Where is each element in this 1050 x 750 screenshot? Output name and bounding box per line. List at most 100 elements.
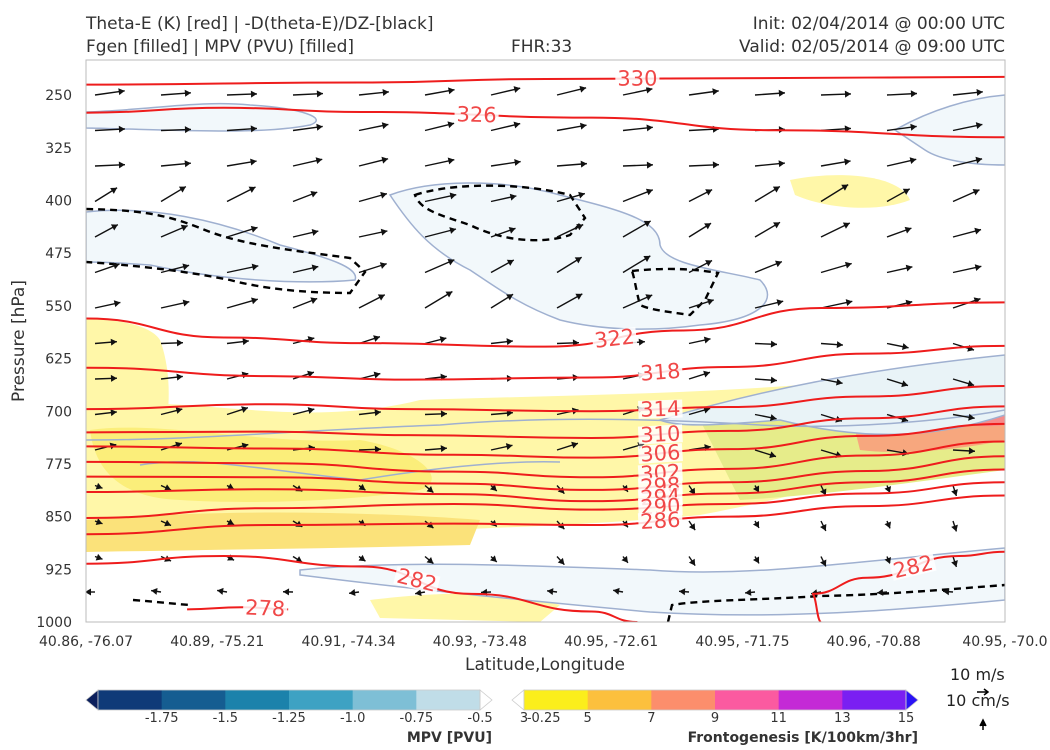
wind-vector-head [968, 413, 975, 421]
wind-vector-head [770, 340, 777, 348]
wind-vector-head [844, 90, 851, 98]
fgen-region-top-right [790, 175, 910, 208]
wind-vector-head [506, 409, 513, 417]
colorbar-tick: -0.5 [467, 711, 492, 726]
theta-e-contours [86, 75, 1005, 622]
wind-vector-head [379, 262, 387, 269]
wind-vector-head [449, 227, 456, 234]
wind-vector-head [86, 588, 91, 596]
wind-vector-head [310, 297, 318, 304]
wind-vector-head [315, 157, 323, 165]
wind-vector-head [745, 624, 751, 631]
y-axis-label: Pressure [hPa] [9, 280, 29, 402]
wind-vector-head [481, 624, 487, 631]
wind-vector-head [182, 263, 190, 271]
wind-vector-head [646, 161, 653, 169]
theta-e-label-bg [637, 424, 683, 445]
wind-vector-head [380, 191, 387, 199]
wind-vector-head [178, 186, 186, 193]
wind-vector-head [112, 262, 120, 270]
wind-vector-head [679, 588, 686, 596]
theta-e-line [86, 481, 1005, 520]
theta-e-label-bg [454, 105, 499, 125]
wind-vector-head [241, 406, 248, 413]
wind-vector-head [311, 229, 319, 236]
wind-vector-head [113, 300, 121, 308]
wind-vector-head [967, 380, 975, 387]
stability-contours [86, 184, 1005, 622]
colorbar-swatch [161, 690, 226, 710]
title-left-2: Fgen [filled] | MPV (PVU) [filled] [86, 37, 355, 57]
wind-vector-head [506, 259, 514, 266]
wind-vector-head [118, 161, 125, 169]
wind-vector-head [643, 220, 651, 227]
x-tick-label: 40.95, -72.61 [564, 634, 658, 650]
fgen-region-bottom [370, 593, 560, 622]
wind-vector-head [151, 623, 157, 630]
wind-vector-head [217, 623, 223, 630]
x-tick-label: 40.89, -75.21 [170, 634, 264, 650]
wind-vector-head [578, 191, 585, 199]
wind-vector-head [164, 519, 172, 527]
y-tick-label: 250 [45, 88, 72, 104]
wind-vector-head [688, 558, 696, 566]
wind-vector-head [613, 623, 620, 630]
fgen-colorbar: 3 5 7 9 11 13 15 [511, 689, 919, 726]
colorbar-frame [97, 689, 481, 711]
wind-vector-head [110, 374, 117, 382]
wind-vector-head [439, 336, 447, 343]
y-tick-label: 850 [45, 510, 72, 526]
wind-vector-head [118, 125, 125, 133]
colorbar-tick: -0.25 [527, 711, 561, 726]
wind-vector-head [373, 335, 380, 342]
wind-vector-head [576, 223, 584, 231]
colorbar-tick: 5 [584, 711, 592, 726]
x-tick-label: 40.96, -70.88 [827, 634, 921, 650]
colorbar-swatch [587, 690, 652, 710]
wind-vector-head [772, 186, 780, 193]
wind-vector-head [951, 560, 958, 567]
mpv-region-upper-right [893, 94, 1005, 166]
wind-vector-head [110, 409, 117, 417]
theta-e-line [86, 440, 1005, 479]
wind-vector-head [621, 555, 628, 563]
wind-vector-head [250, 225, 258, 233]
wind-vector-head [358, 483, 366, 491]
wind-vector-head [426, 486, 434, 493]
wind-vector-head [638, 338, 645, 346]
mpv-colorbar-title: MPV [PVU] [407, 730, 492, 746]
wind-vector-head [579, 85, 587, 93]
plot-frame [85, 59, 1006, 623]
fgen-region-band [86, 512, 480, 552]
y-tick-label: 1000 [36, 615, 72, 631]
wind-vector-head [509, 193, 517, 201]
dtheta-dz-contour [413, 184, 587, 242]
mpv-thin-line [86, 409, 1005, 441]
wind-vector-head [176, 339, 183, 347]
x-axis-label: Latitude,Longitude [465, 655, 625, 675]
wind-vector-head [910, 123, 917, 131]
wind-vector-head [845, 299, 853, 307]
colorbar-swatch [352, 690, 417, 710]
wind-vector-head [951, 524, 958, 532]
wind-vector-head [951, 489, 958, 496]
wind-vector-head [820, 488, 827, 496]
colorbar-tick: 13 [834, 711, 851, 726]
wind-vector [547, 626, 557, 627]
theta-e-line [86, 422, 1005, 459]
wind-vector-head [770, 376, 777, 384]
wind-vector-head [227, 483, 235, 490]
wind-vector-head [575, 293, 583, 300]
y-tick-label: 700 [45, 404, 72, 420]
wind-vector [415, 628, 425, 630]
wind-vector-head [770, 414, 777, 422]
wind-vector-head [877, 588, 884, 596]
wind-vector-head [643, 255, 651, 262]
wind-vector-head [646, 124, 653, 132]
wind-vector-head [645, 188, 653, 196]
theta-e-line [86, 554, 638, 622]
y-tick-label: 925 [45, 562, 72, 578]
colorbar-tick: 15 [898, 711, 915, 726]
wind-vector-head [505, 443, 513, 451]
wind-vector-head [902, 343, 909, 351]
